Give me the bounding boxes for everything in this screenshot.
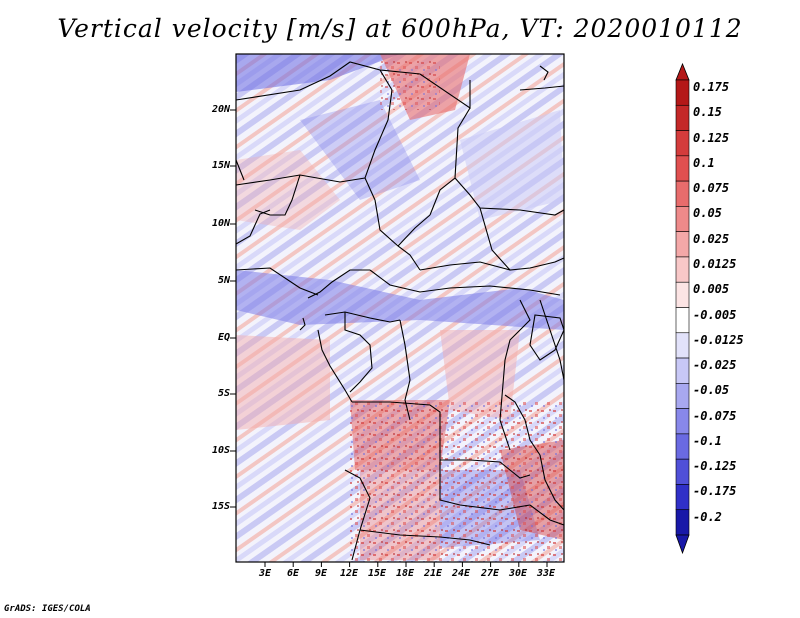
- lat-label: 10N: [211, 218, 230, 229]
- colorbar-swatch: [675, 433, 690, 460]
- map-frame: [235, 53, 565, 563]
- colorbar-swatch: [675, 383, 690, 409]
- colorbar-label: 0.1: [693, 155, 715, 170]
- lat-label: EQ: [217, 332, 230, 343]
- lon-label: 27E: [480, 568, 500, 579]
- footer-credit: GrADS: IGES/COLA: [4, 604, 91, 614]
- lon-label: 12E: [339, 568, 359, 579]
- colorbar-label: 0.075: [693, 181, 730, 196]
- colorbar-bottom-arrow: [675, 534, 690, 555]
- colorbar-label: 0.0125: [693, 256, 737, 271]
- colorbar-swatch: [675, 206, 690, 232]
- colorbar-label: -0.025: [693, 358, 737, 373]
- colorbar-label: 0.125: [693, 130, 730, 145]
- colorbar-swatch: [675, 104, 690, 131]
- colorbar-label: 0.05: [693, 206, 722, 221]
- colorbar-swatch: [675, 155, 690, 182]
- colorbar-swatch: [675, 357, 690, 384]
- colorbar-top-arrow: [675, 62, 690, 81]
- lon-label: 9E: [314, 568, 328, 579]
- lon-label: 24E: [451, 568, 471, 579]
- lat-label: 10S: [211, 445, 230, 456]
- colorbar-label: -0.175: [693, 484, 737, 499]
- colorbar-swatch: [675, 281, 690, 308]
- lat-label: 5N: [217, 275, 230, 286]
- colorbar-label: -0.005: [693, 307, 737, 322]
- axis-ticks: [230, 109, 548, 567]
- colorbar-label: 0.005: [693, 282, 730, 297]
- colorbar-label: -0.075: [693, 408, 737, 423]
- colorbar-label: 0.175: [693, 80, 730, 94]
- colorbar-swatch: [675, 509, 690, 536]
- lat-label: 15N: [211, 160, 230, 171]
- colorbar-label: -0.1: [693, 433, 722, 448]
- lon-label: 21E: [423, 568, 443, 579]
- colorbar-label: -0.0125: [693, 332, 744, 347]
- colorbar: [675, 62, 690, 555]
- lon-label: 3E: [258, 568, 272, 579]
- colorbar-swatch: [675, 458, 690, 485]
- lat-label: 5S: [217, 388, 230, 399]
- map-field: [236, 54, 564, 562]
- lon-label: 30E: [508, 568, 528, 579]
- lon-label: 33E: [536, 568, 556, 579]
- colorbar-label: 0.15: [693, 105, 722, 120]
- lon-label: 18E: [395, 568, 415, 579]
- colorbar-swatch: [675, 484, 690, 511]
- colorbar-swatch: [675, 408, 690, 435]
- chart-title: Vertical velocity [m/s] at 600hPa, VT: 2…: [57, 14, 743, 43]
- colorbar-label: -0.125: [693, 459, 737, 474]
- lon-label: 6E: [286, 568, 300, 579]
- country-borders: [235, 61, 565, 561]
- colorbar-swatch: [675, 332, 690, 359]
- colorbar-label: 0.025: [693, 231, 730, 246]
- colorbar-swatch: [675, 256, 690, 283]
- colorbar-swatch: [675, 180, 690, 207]
- lon-label: 15E: [367, 568, 387, 579]
- colorbar-label: -0.2: [693, 509, 722, 524]
- colorbar-swatch: [675, 231, 690, 258]
- lat-label: 20N: [211, 104, 230, 115]
- colorbar-swatch: [675, 79, 690, 106]
- lat-label: 15S: [211, 501, 230, 512]
- colorbar-swatch: [675, 130, 690, 157]
- colorbar-swatch: [675, 307, 690, 334]
- colorbar-label: -0.05: [693, 383, 730, 398]
